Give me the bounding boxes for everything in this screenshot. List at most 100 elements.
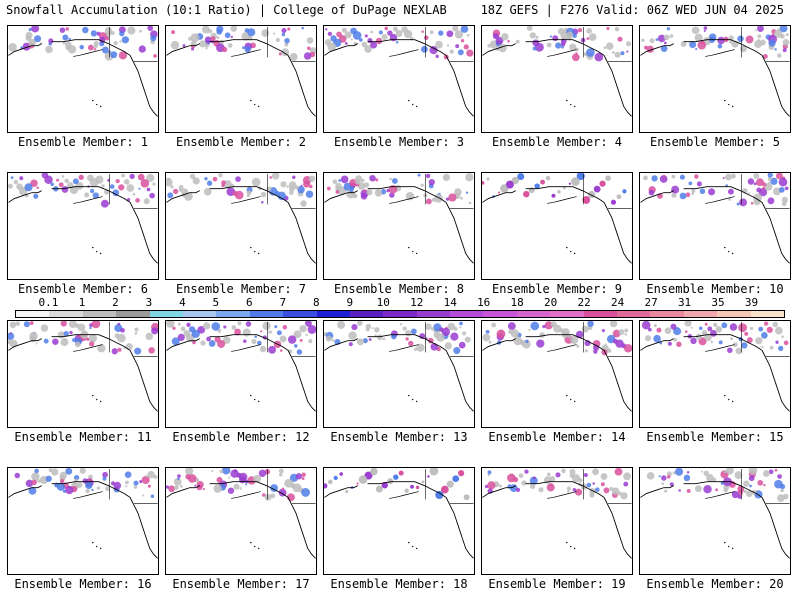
ensemble-member-label: Ensemble Member: 14: [488, 430, 626, 444]
ensemble-member-label: Ensemble Member: 7: [175, 282, 307, 296]
colorbar-swatch: [617, 311, 651, 317]
colorbar-swatch: [550, 311, 584, 317]
colorbar-swatch: [583, 311, 618, 317]
colorbar-tick-label: 24: [610, 296, 625, 309]
colorbar-tick-label: 22: [577, 296, 591, 309]
colorbar-tick-label: 7: [279, 296, 287, 309]
colorbar-tick-label: 6: [246, 296, 253, 309]
colorbar-swatch: [349, 311, 384, 317]
colorbar-swatch: [450, 311, 484, 317]
colorbar-swatch: [216, 311, 250, 317]
snowfall-map-svg: [166, 468, 316, 559]
colorbar-tick-label: 1: [78, 296, 86, 309]
snowfall-map-svg: [166, 173, 316, 264]
colorbar-swatch: [717, 311, 751, 317]
snowfall-map-svg: [324, 468, 474, 559]
snowfall-colorbar: [15, 310, 785, 318]
snowfall-map-svg: [640, 468, 790, 559]
snowfall-map-svg: [640, 173, 790, 264]
ensemble-member-map: [165, 467, 317, 575]
colorbar-tick-label: 27: [644, 296, 658, 309]
ensemble-member-label: Ensemble Member: 10: [646, 282, 784, 296]
colorbar-tick-label: 20: [544, 296, 558, 309]
snowfall-map-svg: [640, 26, 790, 117]
ensemble-member-map: [639, 467, 791, 575]
colorbar-swatch: [683, 311, 718, 317]
colorbar-swatch: [483, 311, 517, 317]
ensemble-member-label: Ensemble Member: 1: [17, 135, 149, 149]
ensemble-member-label: Ensemble Member: 8: [333, 282, 465, 296]
snowfall-map-svg: [640, 321, 790, 412]
snowfall-map-svg: [8, 26, 158, 117]
colorbar-swatch: [316, 311, 350, 317]
ensemble-member-map: [165, 25, 317, 133]
colorbar-swatch: [82, 311, 117, 317]
colorbar-tick-label: 18: [510, 296, 524, 309]
snowfall-map-svg: [482, 321, 632, 412]
ensemble-member-label: Ensemble Member: 19: [488, 577, 626, 591]
colorbar-swatch: [16, 311, 50, 317]
colorbar-swatch: [416, 311, 451, 317]
colorbar-swatch: [249, 311, 284, 317]
ensemble-member-label: Ensemble Member: 15: [646, 430, 784, 444]
colorbar-swatch: [149, 311, 183, 317]
snowfall-map-svg: [482, 468, 632, 559]
snowfall-map-svg: [324, 173, 474, 264]
colorbar-swatch: [283, 311, 317, 317]
colorbar-swatch: [650, 311, 684, 317]
colorbar-tick-label: 16: [477, 296, 491, 309]
ensemble-member-label: Ensemble Member: 12: [172, 430, 310, 444]
ensemble-member-label: Ensemble Member: 4: [491, 135, 623, 149]
ensemble-member-label: Ensemble Member: 20: [646, 577, 784, 591]
ensemble-member-map: [481, 467, 633, 575]
snowfall-map-svg: [482, 173, 632, 264]
colorbar-tick-label: 39: [744, 296, 759, 309]
colorbar-swatch: [516, 311, 551, 317]
colorbar-tick-label: 9: [346, 296, 354, 309]
ensemble-member-label: Ensemble Member: 11: [14, 430, 152, 444]
colorbar-swatch: [750, 311, 784, 317]
ensemble-member-map: [323, 320, 475, 428]
ensemble-member-map: [639, 25, 791, 133]
map-title: Snowfall Accumulation (10:1 Ratio) | Col…: [6, 3, 447, 17]
ensemble-member-label: Ensemble Member: 17: [172, 577, 310, 591]
ensemble-member-map: [7, 25, 159, 133]
ensemble-member-map: [323, 172, 475, 280]
snowfall-map-svg: [166, 321, 316, 412]
ensemble-member-label: Ensemble Member: 6: [17, 282, 149, 296]
snowfall-map-svg: [8, 321, 158, 412]
ensemble-member-map: [639, 320, 791, 428]
colorbar-tick-label: 31: [677, 296, 692, 309]
ensemble-member-map: [323, 467, 475, 575]
snowfall-map-svg: [8, 468, 158, 559]
colorbar-tick-label: 14: [443, 296, 457, 309]
colorbar-tick-label: 12: [410, 296, 424, 309]
snowfall-map-svg: [166, 26, 316, 117]
ensemble-member-label: Ensemble Member: 2: [175, 135, 307, 149]
ensemble-member-map: [481, 25, 633, 133]
colorbar-tick-label: 2: [112, 296, 119, 309]
ensemble-member-map: [481, 172, 633, 280]
snowfall-map-svg: [324, 321, 474, 412]
ensemble-member-map: [7, 320, 159, 428]
ensemble-member-map: [165, 320, 317, 428]
ensemble-member-label: Ensemble Member: 9: [491, 282, 623, 296]
ensemble-member-map: [165, 172, 317, 280]
colorbar-swatch: [383, 311, 417, 317]
snowfall-map-svg: [8, 173, 158, 264]
colorbar-tick-label: 3: [145, 296, 153, 309]
colorbar-swatch: [182, 311, 217, 317]
colorbar-tick-label: 5: [212, 296, 220, 309]
colorbar-tick-label: 4: [179, 296, 186, 309]
colorbar-tick-label: 10: [376, 296, 390, 309]
colorbar-labels: 0.1 1 2 3 4 5 6 7 8 9 10 12 14 16 18 20 22 24 27 31 35 39: [15, 296, 785, 310]
ensemble-member-map: [481, 320, 633, 428]
colorbar-tick-label: 8: [312, 296, 320, 309]
colorbar-tick-label: 35: [711, 296, 725, 309]
ensemble-member-label: Ensemble Member: 18: [330, 577, 468, 591]
ensemble-member-map: [639, 172, 791, 280]
ensemble-member-label: Ensemble Member: 16: [14, 577, 152, 591]
snowfall-map-svg: [482, 26, 632, 117]
ensemble-member-label: Ensemble Member: 13: [330, 430, 468, 444]
colorbar-swatch: [49, 311, 83, 317]
